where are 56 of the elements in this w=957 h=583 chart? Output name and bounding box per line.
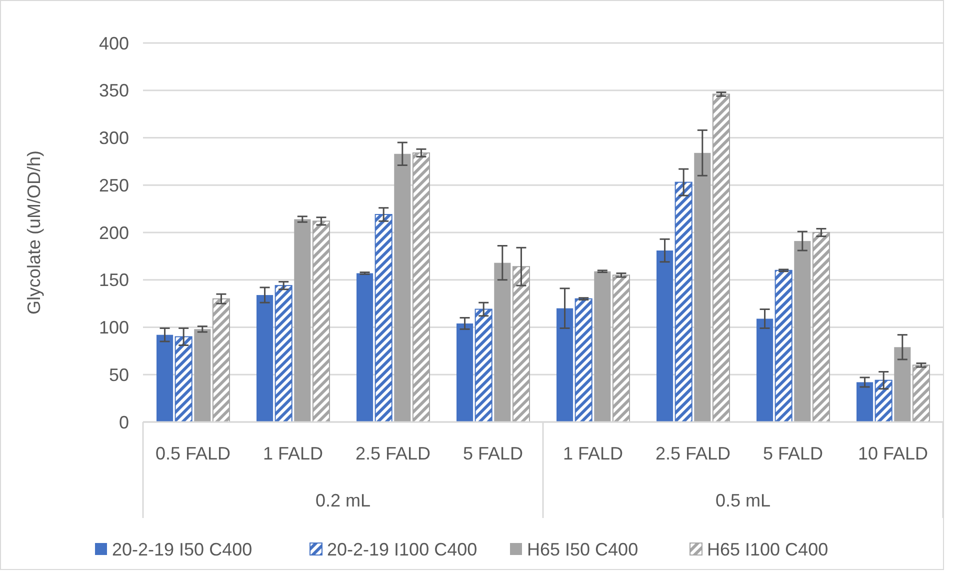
x-tick-label: 10 FALD — [858, 443, 928, 464]
bar — [812, 232, 830, 422]
bar — [512, 266, 530, 422]
legend-label: H65 I100 C400 — [707, 539, 828, 560]
bar — [912, 364, 930, 422]
y-tick-label: 0 — [118, 412, 129, 432]
bar — [474, 308, 492, 422]
bar — [394, 154, 411, 422]
bar — [494, 262, 511, 422]
legend-label: 20-2-19 I50 C400 — [112, 539, 252, 560]
y-tick-label: 200 — [98, 222, 129, 243]
bar — [756, 318, 774, 422]
bar — [312, 220, 330, 422]
bar — [374, 214, 392, 422]
bar — [574, 298, 592, 422]
bar — [456, 323, 474, 422]
bar — [694, 152, 711, 422]
y-tick-label: 50 — [108, 364, 129, 385]
bar — [674, 182, 692, 422]
bar — [794, 241, 811, 422]
bar — [712, 94, 730, 422]
y-axis-title: Glycolate (uM/OD/h) — [24, 150, 44, 315]
legend-label: H65 I50 C400 — [527, 539, 638, 560]
bar — [256, 295, 274, 422]
bar — [212, 298, 230, 422]
y-tick-label: 250 — [98, 175, 129, 196]
bar — [156, 334, 174, 422]
bar — [274, 285, 292, 422]
x-tick-label: 5 FALD — [462, 443, 524, 464]
text: 0.5 mL — [715, 490, 771, 510]
x-tick-label: 0.5 FALD — [155, 443, 231, 464]
bar — [612, 274, 630, 422]
y-tick-label: 150 — [98, 270, 129, 290]
bar — [412, 152, 430, 422]
y-tick-label: 300 — [98, 128, 129, 148]
bar — [556, 308, 574, 422]
legend-label: 20-2-19 I100 C400 — [327, 539, 478, 560]
bar — [894, 347, 911, 422]
bar — [174, 336, 192, 422]
bar — [594, 271, 611, 422]
bar — [656, 250, 674, 422]
bar — [356, 273, 374, 422]
x-tick-label: 5 FALD — [762, 443, 824, 464]
x-tick-label: 1 FALD — [562, 443, 624, 464]
y-tick-label: 100 — [98, 318, 129, 338]
bar — [874, 380, 892, 422]
y-tick-label: 350 — [98, 80, 129, 101]
x-tick-label: 2.5 FALD — [655, 443, 731, 464]
bar — [294, 219, 311, 422]
bar — [856, 382, 874, 422]
x-tick-label: 1 FALD — [262, 443, 324, 464]
y-tick-label: 400 — [98, 33, 129, 54]
bar — [774, 270, 792, 422]
x-tick-label: 2.5 FALD — [355, 443, 431, 464]
bar — [194, 329, 211, 422]
text: 0.2 mL — [315, 490, 371, 510]
